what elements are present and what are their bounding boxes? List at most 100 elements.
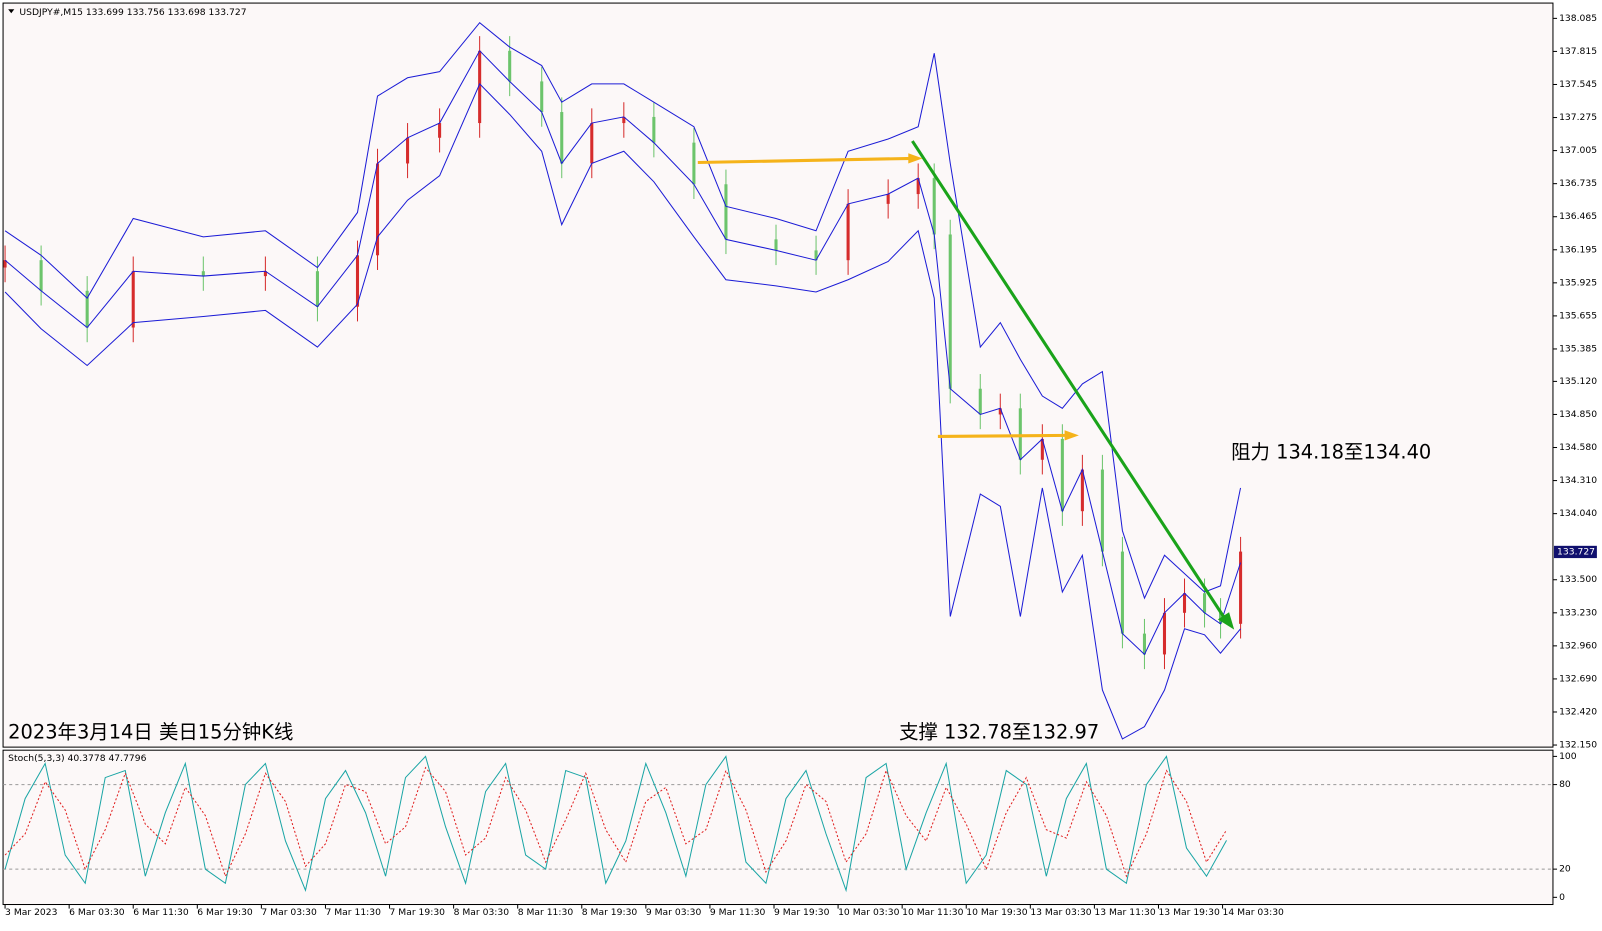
- stoch-panel: [2, 749, 1554, 906]
- candle-body: [1182, 593, 1187, 613]
- resistance-note: 阻力 134.18至134.40: [1231, 440, 1431, 463]
- candle-body: [85, 290, 89, 328]
- candle-body: [560, 112, 564, 164]
- candle-body: [978, 388, 982, 415]
- candle-body: [1162, 612, 1167, 655]
- x-tick-label: 9 Mar 03:30: [646, 907, 702, 918]
- x-tick-label: 7 Mar 19:30: [390, 907, 446, 918]
- y-tick-label: 133.230: [1559, 607, 1597, 618]
- x-tick-label: 6 Mar 11:30: [133, 907, 189, 918]
- band-lower: [4, 83, 1241, 740]
- candle-body: [375, 163, 380, 256]
- candle-body: [201, 271, 205, 277]
- x-tick-label: 13 Mar 03:30: [1030, 907, 1091, 918]
- support-note: 支撑 132.78至132.97: [899, 720, 1099, 743]
- y-tick-label: 132.690: [1559, 673, 1597, 684]
- x-tick-label: 8 Mar 11:30: [518, 907, 574, 918]
- candle-body: [540, 81, 544, 113]
- stoch-header: Stoch(5,3,3) 40.3778 47.7796: [8, 753, 146, 764]
- band-middle: [4, 49, 1242, 656]
- y-tick-label: 135.385: [1559, 343, 1597, 354]
- y-tick-label: 134.850: [1559, 409, 1597, 420]
- candle-body: [846, 203, 850, 261]
- x-tick-label: 9 Mar 11:30: [710, 907, 766, 918]
- x-tick-label: 8 Mar 19:30: [582, 907, 638, 918]
- candle-body: [590, 123, 594, 164]
- price-panel: [2, 2, 1554, 748]
- x-tick-label: 10 Mar 03:30: [838, 907, 899, 918]
- x-tick-label: 7 Mar 11:30: [325, 907, 381, 918]
- y-tick-label: 137.545: [1559, 79, 1597, 90]
- candle-body: [406, 137, 410, 164]
- x-tick-label: 10 Mar 11:30: [902, 907, 963, 918]
- candle-body: [814, 250, 818, 261]
- x-tick-label: 13 Mar 19:30: [1158, 907, 1219, 918]
- candle-body: [1142, 633, 1146, 655]
- arrow-head: [1064, 430, 1079, 441]
- chart-caption: 2023年3月14日 美日15分钟K线: [8, 720, 293, 743]
- plot-area: 138.085 137.815 137.545 137.275 137.005 136.7…: [3, 13, 1597, 918]
- x-tick-label: 14 Mar 03:30: [1223, 907, 1284, 918]
- candle-body: [1040, 438, 1044, 460]
- x-tick-label: 9 Mar 19:30: [774, 907, 830, 918]
- candle-body: [692, 142, 696, 185]
- candle-body: [315, 271, 319, 307]
- candle-body: [478, 50, 482, 124]
- y-tick-label: 132.420: [1559, 706, 1597, 717]
- candle-body: [1080, 469, 1084, 512]
- y-tick-label: 134.040: [1559, 508, 1597, 519]
- price-tag-label: 133.727: [1557, 546, 1595, 557]
- x-tick-label: 3 Mar 2023: [5, 907, 58, 918]
- candle-body: [998, 408, 1002, 415]
- y-tick-label: 137.005: [1559, 145, 1597, 156]
- candle-body: [39, 260, 43, 291]
- y-tick-label: 135.655: [1559, 310, 1597, 321]
- candle-body: [774, 239, 778, 251]
- stoch-line: [4, 766, 1227, 878]
- stoch-line: [4, 755, 1227, 893]
- candle-body: [1120, 551, 1124, 634]
- y-tick-label: 137.815: [1559, 46, 1597, 57]
- y-tick-label: 80: [1559, 779, 1571, 790]
- candle-body: [1239, 551, 1243, 624]
- candle-body: [1100, 469, 1104, 552]
- y-tick-label: 132.150: [1559, 740, 1597, 751]
- candle-body: [1018, 408, 1022, 460]
- y-tick-label: 135.120: [1559, 376, 1597, 387]
- candle-body: [724, 184, 728, 240]
- candle-body: [438, 123, 442, 138]
- menu-icon[interactable]: [8, 9, 15, 14]
- price-tag: [1553, 545, 1597, 559]
- candle-body: [131, 271, 135, 328]
- candle-body: [886, 194, 890, 204]
- candle-body: [622, 116, 626, 124]
- y-tick-label: 100: [1559, 751, 1577, 762]
- candle-body: [263, 271, 267, 277]
- candle-body: [1203, 593, 1207, 613]
- y-tick-label: 136.735: [1559, 178, 1597, 189]
- y-tick-label: 134.580: [1559, 442, 1597, 453]
- x-tick-label: 7 Mar 03:30: [261, 907, 317, 918]
- candle-body: [1060, 438, 1064, 512]
- y-tick-label: 136.195: [1559, 244, 1597, 255]
- candle-body: [652, 116, 656, 143]
- x-tick-label: 10 Mar 19:30: [966, 907, 1027, 918]
- x-tick-label: 13 Mar 11:30: [1094, 907, 1155, 918]
- arrow-head: [1217, 612, 1235, 630]
- y-tick-label: 20: [1559, 864, 1571, 875]
- arrow-line: [697, 156, 913, 165]
- y-tick-label: 136.465: [1559, 211, 1597, 222]
- x-tick-label: 8 Mar 03:30: [454, 907, 510, 918]
- candle-body: [916, 178, 920, 195]
- x-tick-label: 6 Mar 19:30: [197, 907, 253, 918]
- arrow-line: [937, 433, 1068, 438]
- y-tick-label: 132.960: [1559, 640, 1597, 651]
- trend-line: [911, 140, 1228, 622]
- band-upper: [4, 21, 1242, 600]
- y-tick-label: 133.500: [1559, 574, 1597, 585]
- candle-body: [355, 255, 360, 307]
- symbol-header: USDJPY#,M15 133.699 133.756 133.698 133.…: [19, 7, 246, 18]
- candle-body: [948, 234, 952, 389]
